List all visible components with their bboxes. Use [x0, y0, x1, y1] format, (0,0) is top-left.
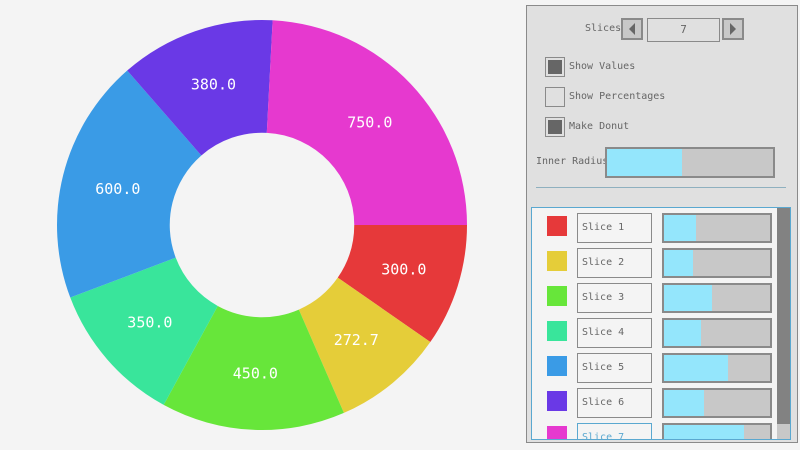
- donut-slice: [337, 225, 467, 343]
- slices-value-field[interactable]: 7: [647, 18, 720, 42]
- slice-row: Slice 6: [532, 383, 777, 418]
- slice-row: Slice 4: [532, 313, 777, 348]
- slice-name-field[interactable]: Slice 5: [577, 353, 652, 383]
- donut-slice: [266, 20, 467, 225]
- inner-radius-slider[interactable]: [605, 147, 775, 178]
- scrollbar[interactable]: [777, 208, 790, 439]
- slice-color-swatch[interactable]: [547, 216, 567, 236]
- slice-name-field[interactable]: Slice 1: [577, 213, 652, 243]
- slice-value-slider[interactable]: [662, 353, 772, 383]
- slice-name-field[interactable]: Slice 2: [577, 248, 652, 278]
- slice-value-label: 272.7: [334, 331, 379, 349]
- slice-value-slider[interactable]: [662, 388, 772, 418]
- slices-decrement-button[interactable]: [621, 18, 643, 40]
- slice-color-swatch[interactable]: [547, 356, 567, 376]
- donut-chart: 300.0 272.7 450.0 350.0 600.0 380.0 750.0: [57, 20, 467, 431]
- slice-value-slider[interactable]: [662, 423, 772, 439]
- slice-name-field[interactable]: Slice 6: [577, 388, 652, 418]
- show-percentages-checkbox[interactable]: [545, 87, 565, 107]
- slice-color-swatch[interactable]: [547, 321, 567, 341]
- slice-name-field[interactable]: Slice 4: [577, 318, 652, 348]
- donut-slice: [163, 305, 344, 431]
- scrollbar-thumb[interactable]: [777, 208, 790, 424]
- slice-value-slider[interactable]: [662, 248, 772, 278]
- slice-row: Slice 5: [532, 348, 777, 383]
- slice-row: Slice 1: [532, 208, 777, 243]
- show-values-checkbox[interactable]: [545, 57, 565, 77]
- show-values-label: Show Values: [569, 61, 636, 72]
- slice-color-swatch[interactable]: [547, 391, 567, 411]
- slice-value-slider[interactable]: [662, 318, 772, 348]
- slice-name-field[interactable]: Slice 7: [577, 423, 652, 439]
- slice-row: Slice 7: [532, 418, 777, 439]
- make-donut-label: Make Donut: [569, 121, 630, 132]
- donut-slice: [70, 257, 218, 405]
- control-panel: Slices 7 Show Values Show Percentages Ma…: [526, 5, 798, 443]
- donut-slice: [298, 277, 431, 413]
- slice-name-field[interactable]: Slice 3: [577, 283, 652, 313]
- slice-value-label: 750.0: [347, 114, 392, 132]
- slice-value-slider[interactable]: [662, 283, 772, 313]
- slice-color-swatch[interactable]: [547, 426, 567, 439]
- slice-value-label: 350.0: [127, 314, 172, 332]
- make-donut-checkbox[interactable]: [545, 117, 565, 137]
- slice-value-label: 450.0: [233, 364, 278, 382]
- slice-color-swatch[interactable]: [547, 286, 567, 306]
- donut-slice: [57, 70, 202, 298]
- donut-slice: [127, 20, 273, 156]
- slice-value-label: 380.0: [191, 76, 236, 94]
- divider: [536, 187, 786, 188]
- slice-value-label: 300.0: [381, 260, 426, 278]
- slice-row: Slice 3: [532, 278, 777, 313]
- arrow-left-icon: [629, 23, 635, 35]
- slice-list: Slice 1 Slice 2 Slice 3 Slice 4 Slice 5 …: [531, 207, 791, 440]
- slice-value-label: 600.0: [95, 180, 140, 198]
- slice-color-swatch[interactable]: [547, 251, 567, 271]
- inner-radius-label: Inner Radius: [536, 156, 609, 167]
- show-percentages-label: Show Percentages: [569, 91, 666, 102]
- slice-row: Slice 2: [532, 243, 777, 278]
- slices-label: Slices: [585, 23, 622, 34]
- slices-increment-button[interactable]: [722, 18, 744, 40]
- arrow-right-icon: [730, 23, 736, 35]
- slice-value-slider[interactable]: [662, 213, 772, 243]
